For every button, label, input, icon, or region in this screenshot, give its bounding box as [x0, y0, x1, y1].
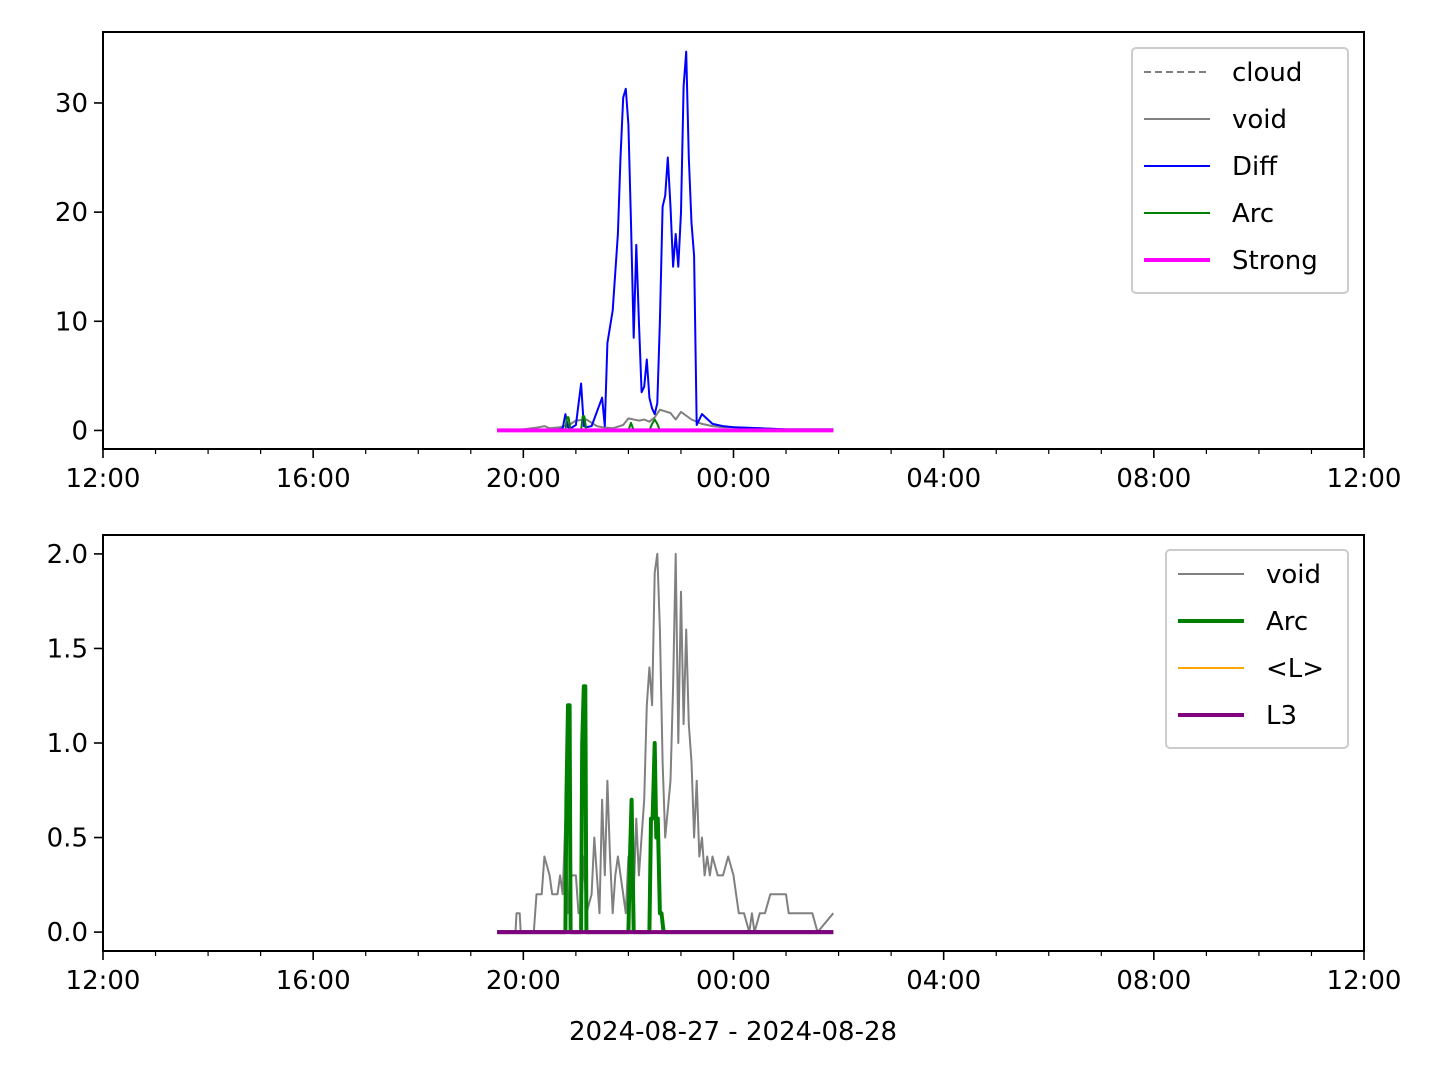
- x-tick-label: 16:00: [276, 464, 351, 494]
- top-panel: 12:00 16:00 20:00 00:00 04:00 08:00 12:00 0 10 20…: [55, 31, 1402, 494]
- x-tick-label: 04:00: [906, 966, 981, 996]
- x-tick-label: 08:00: [1116, 966, 1191, 996]
- legend-label: void: [1266, 560, 1321, 590]
- legend-label: <L>: [1266, 654, 1324, 684]
- legend-label: Diff: [1232, 152, 1278, 182]
- legend-label: void: [1232, 105, 1287, 135]
- y-tick-label: 1.5: [47, 634, 88, 664]
- x-tick-label: 00:00: [696, 464, 771, 494]
- legend-label: Strong: [1232, 246, 1318, 276]
- legend: cloud void Diff Arc Strong: [1131, 47, 1349, 294]
- y-tick-label: 20: [55, 198, 88, 228]
- x-tick-label: 16:00: [276, 966, 351, 996]
- bottom-panel: 12:00 16:00 20:00 00:00 04:00 08:00 12:00 0.0 0.…: [47, 534, 1402, 996]
- x-tick-label: 20:00: [486, 966, 561, 996]
- legend-label: Arc: [1266, 607, 1308, 637]
- x-tick-label: 08:00: [1116, 464, 1191, 494]
- y-tick-label: 0.0: [47, 918, 88, 948]
- y-tick-label: 0: [71, 416, 88, 446]
- y-tick-label: 1.0: [47, 729, 88, 759]
- x-tick-label: 12:00: [1327, 966, 1402, 996]
- x-tick-label: 20:00: [486, 464, 561, 494]
- y-tick-label: 2.0: [47, 540, 88, 570]
- y-tick-label: 0.5: [47, 824, 88, 854]
- x-tick-label: 12:00: [66, 966, 141, 996]
- legend-label: Arc: [1232, 199, 1274, 229]
- legend: void Arc <L> L3: [1165, 549, 1349, 749]
- x-tick-label: 04:00: [906, 464, 981, 494]
- plot-area: [497, 50, 834, 433]
- y-tick-label: 10: [55, 307, 88, 337]
- legend-box: [1165, 549, 1349, 749]
- x-axis-label: 2024-08-27 - 2024-08-28: [569, 1017, 897, 1047]
- x-tick-label: 12:00: [1327, 464, 1402, 494]
- legend-box: [1131, 47, 1349, 294]
- series-line-arc: [497, 684, 834, 935]
- plot-area: [497, 552, 835, 935]
- legend-label: cloud: [1232, 58, 1302, 88]
- x-tick-label: 00:00: [696, 966, 771, 996]
- series-line-void: [497, 408, 834, 432]
- y-tick-label: 30: [55, 89, 88, 119]
- x-tick-label: 12:00: [66, 464, 141, 494]
- legend-label: L3: [1266, 701, 1297, 731]
